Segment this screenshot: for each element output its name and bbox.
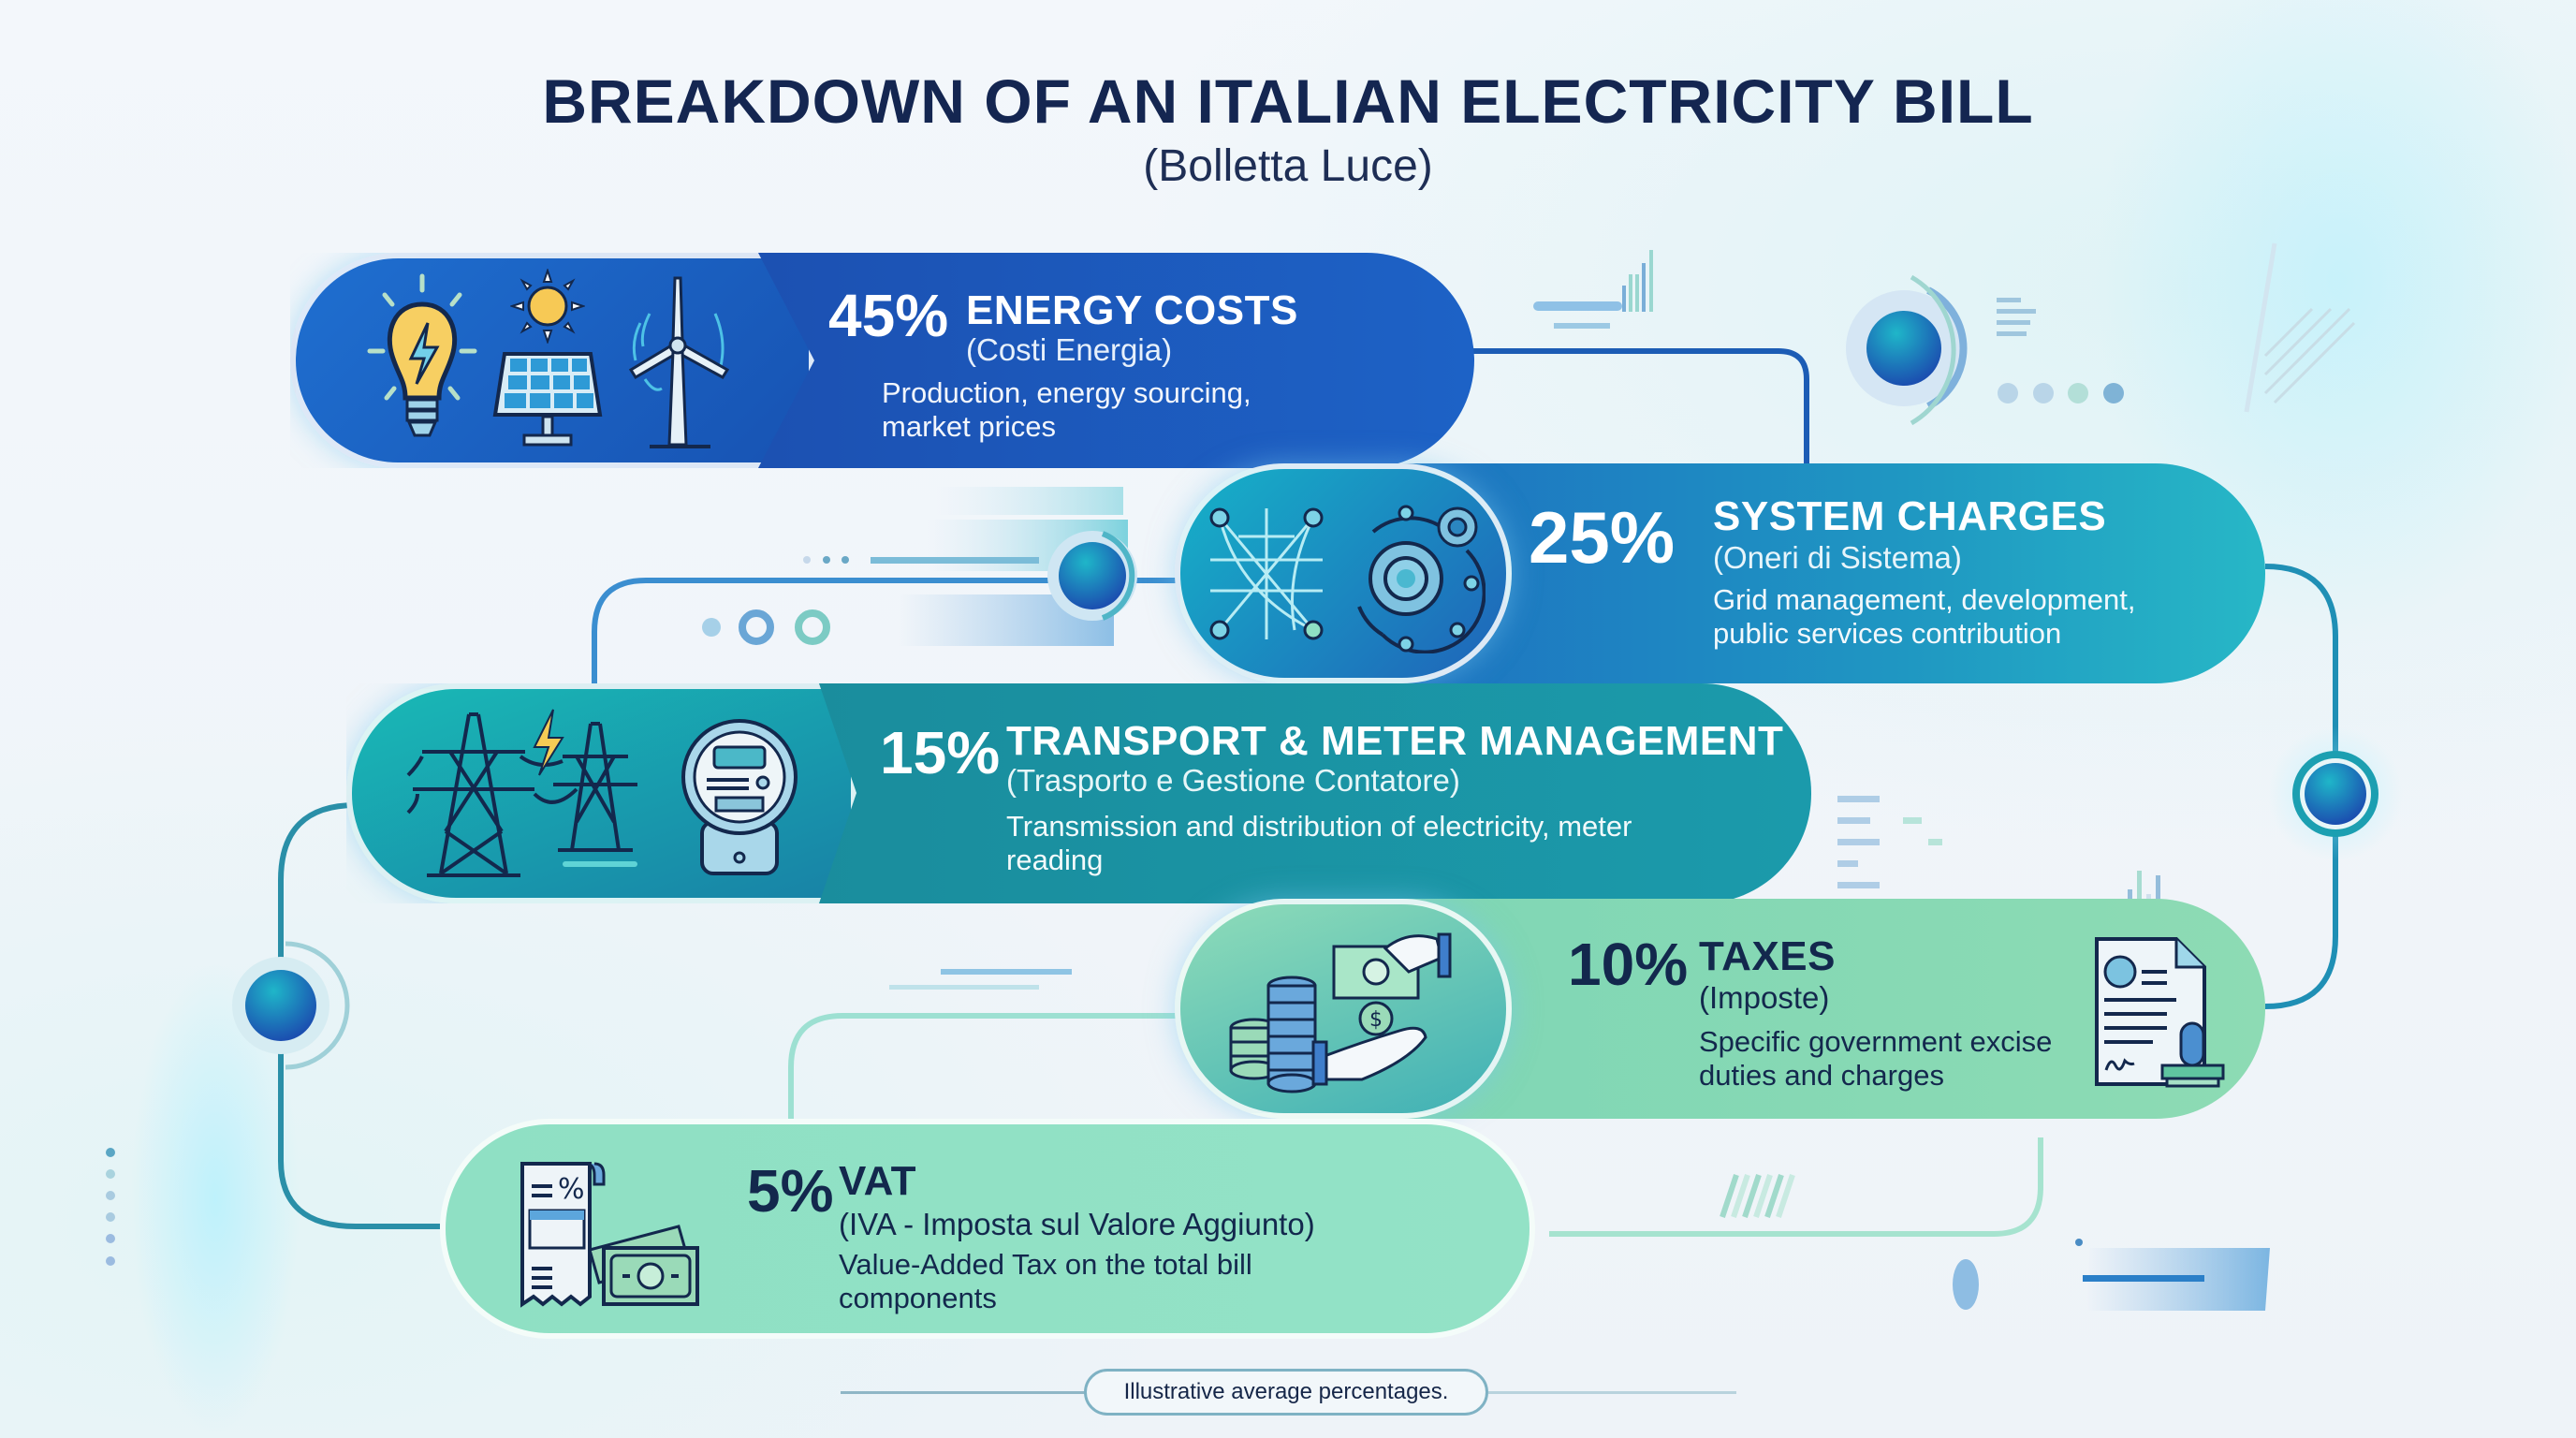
electric-meter-icon <box>681 718 798 875</box>
gears-icon <box>1357 505 1486 653</box>
card-vat: % 5% VAT (IVA - Imposta sul Valore Aggiu… <box>440 1119 1535 1339</box>
coins-hand-icon: $ <box>1229 932 1452 1093</box>
svg-text:%: % <box>558 1173 585 1206</box>
card-transport-meter: 15% TRANSPORT & METER MANAGEMENT (Traspo… <box>346 683 1811 903</box>
transport-meter-title: TRANSPORT & METER MANAGEMENT <box>1006 718 1784 764</box>
sun-icon <box>510 269 585 344</box>
footer-divider-left <box>841 1391 1086 1394</box>
node-right-mid <box>2268 726 2403 861</box>
vat-title: VAT <box>839 1158 916 1204</box>
network-grid-icon <box>1209 507 1324 639</box>
node-left-low <box>232 941 350 1070</box>
svg-text:$: $ <box>1369 1008 1383 1032</box>
receipt-percent-icon: % <box>520 1162 606 1308</box>
energy-costs-italian: (Costi Energia) <box>966 332 1173 367</box>
card-taxes: $ 10% TAXES (Imposte) Specific governmen… <box>1175 899 2265 1119</box>
node-top-right <box>1846 274 1968 426</box>
page-title: BREAKDOWN OF AN ITALIAN ELECTRICITY BILL <box>542 66 2034 136</box>
transport-meter-description: Transmission and distribution of electri… <box>1006 810 1632 876</box>
solar-panel-icon <box>492 352 603 447</box>
page-subtitle: (Bolletta Luce) <box>1143 141 1433 191</box>
taxes-title: TAXES <box>1699 933 1836 979</box>
energy-costs-title: ENERGY COSTS <box>966 287 1298 333</box>
banknotes-icon <box>588 1225 699 1306</box>
system-charges-title: SYSTEM CHARGES <box>1713 493 2107 539</box>
taxes-percent: 10% <box>1568 931 1689 998</box>
vat-italian: (IVA - Imposta sul Valore Aggiunto) <box>839 1207 1315 1241</box>
energy-costs-description: Production, energy sourcing, market pric… <box>882 376 1251 443</box>
tax-document-stamp-icon <box>2095 937 2225 1088</box>
transport-meter-italian: (Trasporto e Gestione Contatore) <box>1006 763 1460 798</box>
card-system-charges: 25% SYSTEM CHARGES (Oneri di Sistema) Gr… <box>1175 463 2265 683</box>
system-charges-percent: 25% <box>1529 496 1676 579</box>
taxes-description: Specific government excise duties and ch… <box>1699 1025 2053 1092</box>
vat-description: Value-Added Tax on the total bill compon… <box>839 1248 1252 1314</box>
wind-turbine-icon <box>628 276 730 448</box>
system-charges-description: Grid management, development, public ser… <box>1713 583 2136 650</box>
footer-note: Illustrative average percentages. <box>1084 1369 1488 1416</box>
energy-costs-percent: 45% <box>828 282 949 349</box>
card-energy-costs: 45% ENERGY COSTS (Costi Energia) Product… <box>290 253 1474 468</box>
transport-meter-percent: 15% <box>880 719 1001 786</box>
lightbulb-icon <box>367 273 477 437</box>
footer-divider-right <box>1488 1391 1736 1394</box>
taxes-italian: (Imposte) <box>1699 980 1830 1015</box>
power-pylon-icon <box>406 709 637 877</box>
system-charges-italian: (Oneri di Sistema) <box>1713 540 1962 575</box>
vat-percent: 5% <box>747 1157 834 1225</box>
